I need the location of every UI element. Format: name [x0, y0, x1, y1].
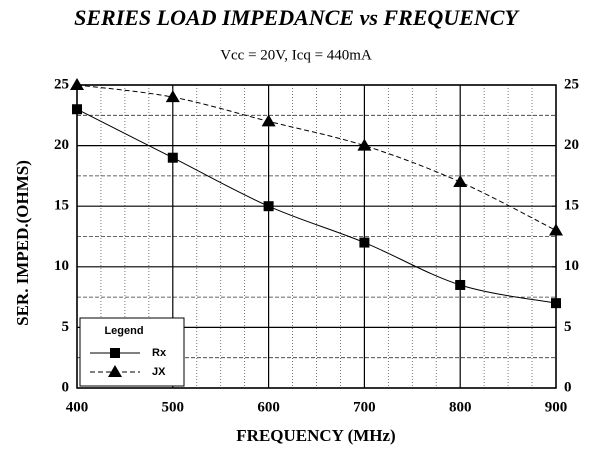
marker-square — [263, 201, 274, 212]
y-tick-label: 25 — [54, 76, 69, 92]
chart-title: SERIES LOAD IMPEDANCE vs FREQUENCY — [74, 5, 520, 30]
x-axis-label: FREQUENCY (MHz) — [236, 426, 395, 445]
legend-title: Legend — [104, 325, 143, 337]
marker-square — [551, 298, 561, 309]
x-tick-label: 600 — [257, 399, 280, 415]
x-tick-label: 800 — [449, 399, 472, 415]
x-tick-label: 900 — [545, 399, 568, 415]
x-tick-label: 700 — [353, 399, 376, 415]
y2-tick-label: 20 — [564, 137, 579, 153]
y2-tick-label: 0 — [564, 379, 572, 395]
marker-triangle — [165, 90, 180, 103]
x-tick-label: 500 — [162, 399, 185, 415]
y2-tick-label: 10 — [564, 258, 579, 274]
y-axis-label: SER. IMPED.(OHMS) — [13, 160, 32, 326]
marker-square — [167, 152, 178, 163]
y2-tick-label: 5 — [564, 319, 572, 335]
marker-triangle — [261, 114, 276, 127]
marker-triangle — [453, 174, 468, 187]
legend-box — [79, 317, 185, 387]
y-tick-label: 0 — [62, 379, 70, 395]
legend-label: Rx — [152, 347, 167, 359]
y-tick-label: 20 — [54, 137, 69, 153]
y-tick-label: 15 — [54, 198, 69, 214]
y-tick-label: 10 — [54, 258, 69, 274]
y2-tick-label: 25 — [564, 76, 579, 92]
marker-square — [72, 104, 82, 115]
plot-frame — [76, 84, 557, 389]
marker-square — [110, 348, 120, 358]
marker-triangle — [357, 138, 372, 151]
chart-subtitle: Vcc = 20V, Icq = 440mA — [220, 47, 372, 63]
y2-tick-label: 15 — [564, 198, 579, 214]
marker-triangle — [549, 223, 563, 236]
marker-triangle — [108, 365, 122, 377]
legend-label: JX — [152, 366, 166, 378]
x-tick-label: 400 — [66, 399, 89, 415]
marker-triangle — [70, 78, 84, 90]
y-tick-label: 5 — [62, 319, 70, 335]
marker-square — [455, 279, 466, 290]
series-line — [76, 84, 557, 231]
marker-square — [359, 237, 370, 248]
